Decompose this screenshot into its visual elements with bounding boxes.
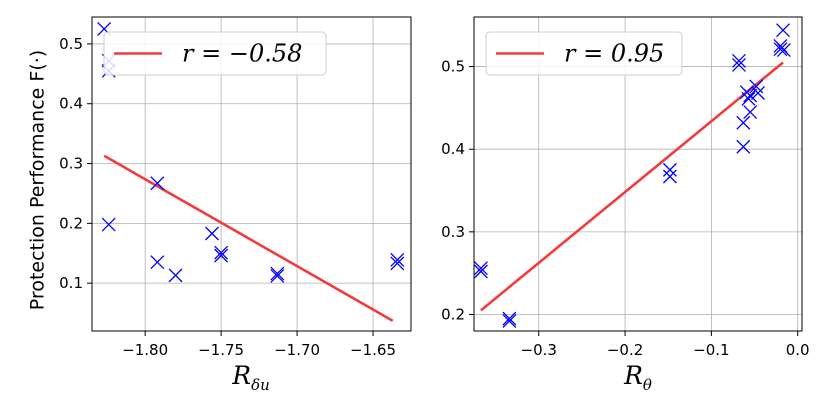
y-tick-label: 0.3 [59, 155, 83, 173]
data-point [502, 311, 517, 326]
data-point [390, 256, 405, 271]
y-tick-label: 0.5 [59, 35, 83, 53]
data-point [205, 226, 219, 241]
axes-frame [91, 16, 412, 332]
data-point [168, 268, 183, 283]
data-point [270, 266, 285, 281]
left-panel-scatter: −1.80 −1.75 −1.70 −1.65 0.1 0.2 0.3 0.4 0.5 r = −… [59, 16, 412, 394]
x-tick-label: −1.65 [350, 341, 396, 359]
x-tick-label: −0.3 [521, 341, 557, 359]
data-point [743, 105, 758, 119]
x-tick-label: −1.80 [122, 341, 168, 359]
data-point [473, 264, 488, 279]
y-tick-label: 0.4 [441, 140, 465, 158]
x-tick-label: −0.1 [693, 341, 729, 359]
y-axis-label: Protection Performance F(·) [27, 50, 49, 310]
x-tick-label: −0.2 [607, 341, 643, 359]
data-point [150, 255, 165, 270]
data-point [732, 53, 746, 68]
x-axis-label: Rδu [231, 361, 270, 394]
data-point [390, 252, 405, 267]
right-panel-scatter: −0.3 −0.2 −0.1 0.0 0.2 0.3 0.4 0.5 r = 0.95 Rθ [441, 16, 810, 394]
data-point [741, 91, 756, 106]
data-point [214, 245, 229, 260]
data-point [473, 261, 488, 276]
x-tick-label: 0.0 [786, 341, 810, 359]
data-point [736, 139, 751, 154]
data-point [101, 217, 116, 232]
data-point [736, 115, 751, 130]
x-axis-label: Rθ [623, 361, 652, 394]
data-point [776, 23, 790, 38]
data-point [751, 86, 765, 100]
legend: r = 0.95 [485, 31, 683, 76]
y-tick-label: 0.4 [59, 95, 83, 113]
y-tick-label: 0.5 [441, 58, 465, 76]
data-point [662, 162, 677, 177]
data-point [732, 57, 746, 72]
x-tick-label: −1.70 [274, 341, 320, 359]
y-tick-label: 0.2 [59, 214, 83, 232]
regression-line [480, 61, 784, 312]
data-point [743, 88, 758, 103]
data-point [662, 169, 677, 184]
legend-label: r = 0.95 [564, 40, 664, 68]
data-point [214, 248, 229, 263]
data-point [773, 42, 788, 57]
data-point [150, 176, 165, 191]
y-tick-label: 0.1 [59, 274, 83, 292]
axes-frame [473, 16, 803, 332]
data-point [502, 314, 517, 329]
data-point [776, 43, 791, 58]
regression-line [103, 154, 394, 322]
legend-label: r = −0.58 [182, 40, 302, 68]
data-point [270, 269, 285, 283]
y-tick-label: 0.3 [441, 223, 465, 241]
legend: r = −0.58 [103, 31, 327, 76]
x-tick-label: −1.75 [198, 341, 244, 359]
y-tick-label: 0.2 [441, 305, 465, 323]
